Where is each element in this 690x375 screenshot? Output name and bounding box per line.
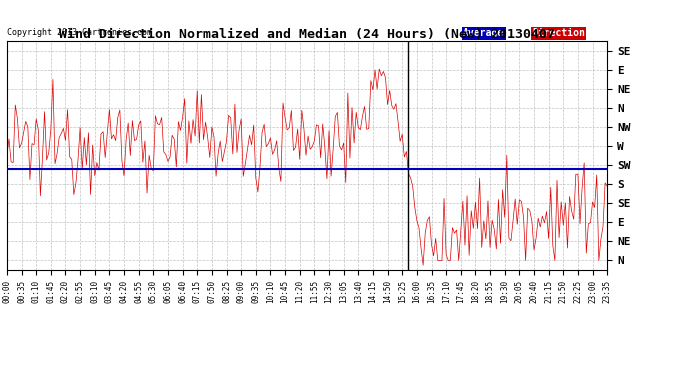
Text: Direction: Direction — [532, 28, 585, 38]
Text: Copyright 2013 Cartronics.com: Copyright 2013 Cartronics.com — [7, 28, 152, 37]
Title: Wind Direction Normalized and Median (24 Hours) (New) 20130407: Wind Direction Normalized and Median (24… — [59, 28, 555, 41]
Text: Average: Average — [463, 28, 504, 38]
